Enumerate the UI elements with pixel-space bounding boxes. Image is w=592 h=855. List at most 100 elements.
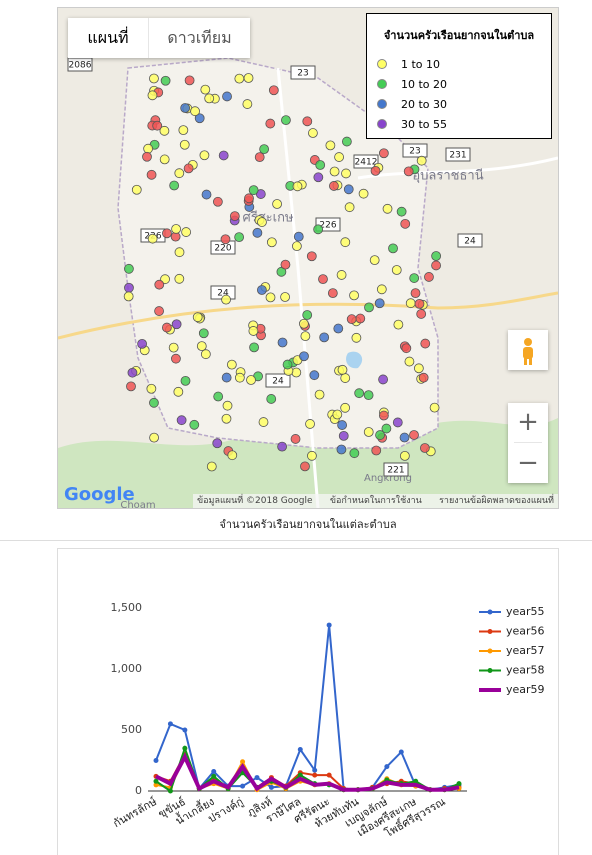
map-marker	[344, 202, 355, 213]
map-marker	[349, 290, 359, 301]
legend-dot	[377, 99, 387, 109]
map-marker	[305, 419, 315, 429]
legend-dot	[377, 79, 387, 89]
map-marker	[252, 227, 263, 238]
map-marker	[199, 150, 210, 161]
map-legend: จำนวนครัวเรือนยากจนในตำบล 1 to 10 10 to 2…	[366, 13, 552, 139]
map-marker	[418, 372, 429, 383]
legend-label: year57	[506, 644, 545, 657]
terms-link[interactable]: ข้อกำหนดในการใช้งาน	[329, 496, 422, 506]
road-shield	[290, 65, 316, 80]
map-marker	[290, 434, 301, 444]
map-marker	[221, 413, 232, 424]
map[interactable]: อุบลราชธานี ศรีสะเกษ Angkrong Choam 2086 23 23…	[57, 7, 559, 509]
map-marker	[391, 265, 402, 275]
legend-item: 20 to 30	[367, 94, 551, 114]
map-marker	[337, 420, 348, 430]
map-marker	[409, 273, 420, 283]
map-marker	[281, 115, 291, 126]
map-marker	[266, 237, 277, 248]
map-marker	[420, 338, 431, 349]
series-line	[155, 752, 460, 792]
map-marker	[201, 189, 212, 200]
map-marker	[414, 298, 425, 309]
satellite-button[interactable]: ดาวเทียม	[167, 28, 232, 47]
map-marker	[249, 342, 259, 353]
map-marker	[340, 402, 351, 413]
map-marker	[358, 188, 369, 199]
map-marker	[147, 233, 158, 244]
map-marker	[300, 461, 310, 472]
map-marker	[176, 415, 187, 426]
map-marker	[222, 91, 232, 102]
map-marker	[179, 139, 190, 150]
map-marker	[196, 341, 207, 352]
road	[357, 156, 558, 180]
place-label: Angkrong	[364, 473, 412, 484]
map-marker	[169, 180, 180, 191]
map-marker	[126, 381, 136, 392]
map-marker	[180, 375, 191, 386]
map-marker	[277, 337, 288, 348]
zoom-in[interactable]: +	[514, 403, 542, 443]
map-marker	[221, 294, 231, 305]
map-marker	[318, 274, 328, 285]
map-marker	[222, 400, 233, 411]
map-marker	[149, 432, 159, 443]
zoom-out[interactable]: −	[517, 448, 539, 478]
divider	[0, 540, 592, 541]
legend-label: year56	[506, 625, 545, 638]
map-marker	[282, 359, 293, 370]
map-marker	[244, 193, 254, 204]
map-marker	[378, 410, 389, 421]
map-marker	[137, 338, 148, 349]
map-marker	[308, 128, 318, 138]
map-marker	[204, 93, 215, 104]
legend-dot	[377, 59, 387, 69]
map-marker	[143, 143, 154, 154]
map-marker	[313, 172, 324, 183]
map-marker	[173, 386, 184, 397]
map-marker	[174, 168, 185, 179]
map-button[interactable]: แผนที่	[68, 18, 149, 58]
map-marker	[299, 351, 309, 362]
map-caption: จำนวนครัวเรือนยากจนในแต่ละตำบล	[219, 518, 397, 531]
point	[240, 783, 246, 789]
pegman[interactable]	[508, 330, 548, 370]
map-marker	[315, 160, 326, 170]
report-link[interactable]: รายงานข้อผิดพลาดของแผนที่	[439, 496, 554, 506]
map-marker	[184, 75, 195, 86]
map-marker	[363, 390, 374, 401]
map-marker	[354, 388, 365, 399]
map-marker	[123, 291, 134, 302]
map-marker	[314, 389, 325, 400]
map-marker	[171, 353, 181, 364]
map-marker	[346, 314, 357, 325]
map-marker	[374, 298, 385, 309]
point	[240, 759, 246, 765]
map-marker	[189, 419, 200, 430]
road-number: 23	[297, 69, 308, 79]
map-marker	[192, 312, 203, 323]
map-marker	[160, 75, 171, 86]
map-marker	[378, 148, 389, 159]
map-marker	[180, 103, 191, 113]
map-marker	[327, 288, 338, 299]
point	[312, 767, 318, 773]
y-tick-label: 0	[135, 784, 142, 797]
legend-label: year59	[506, 683, 545, 696]
map-marker	[399, 432, 410, 443]
map-marker	[313, 224, 324, 235]
map-marker	[254, 152, 265, 163]
point	[456, 781, 462, 787]
map-marker	[291, 241, 302, 252]
map-marker	[399, 450, 410, 461]
legend-dot	[487, 668, 493, 673]
legend-label: year58	[506, 664, 545, 677]
y-tick-label: 1,000	[111, 662, 143, 675]
point	[182, 745, 188, 751]
map-marker	[309, 370, 320, 381]
map-marker	[206, 461, 217, 472]
legend-item: 30 to 55	[367, 114, 551, 134]
